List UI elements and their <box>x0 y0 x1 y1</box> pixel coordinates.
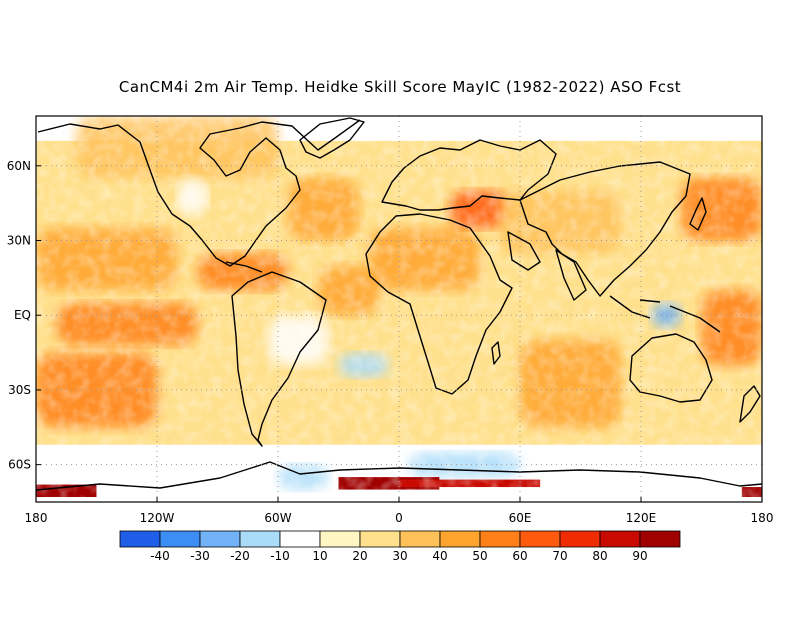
colorbar-swatch <box>319 530 361 548</box>
x-tick-label: 180 <box>751 511 774 525</box>
colorbar: -40 -30 -20 -10 10 20 30 40 50 60 70 80 90 <box>119 530 681 563</box>
y-tick-label: 30S <box>8 383 31 397</box>
map-axes: 180 120W 60W 0 60E 120E 180 60N 30N EQ 30S 60S <box>7 159 774 525</box>
colorbar-label: 10 <box>312 549 327 563</box>
colorbar-label: 50 <box>472 549 487 563</box>
y-tick-label: 60N <box>7 159 31 173</box>
colorbar-swatch <box>639 530 681 548</box>
colorbar-label: 60 <box>512 549 527 563</box>
new-zealand-coast <box>739 385 761 423</box>
colorbar-swatch <box>199 530 241 548</box>
north-america-coast <box>37 119 361 267</box>
y-tick-label: 60S <box>8 458 31 472</box>
cuba-coast <box>225 261 263 273</box>
colorbar-label: -30 <box>190 549 210 563</box>
coastlines <box>36 117 762 491</box>
x-tick-label: 180 <box>25 511 48 525</box>
x-tick-label: 0 <box>395 511 403 525</box>
x-tick-label: 120E <box>626 511 657 525</box>
colorbar-swatch <box>599 530 641 548</box>
texture-overlay <box>36 116 762 502</box>
colorbar-swatch <box>519 530 561 548</box>
colorbar-swatch <box>439 530 481 548</box>
colorbar-label: -10 <box>270 549 290 563</box>
colorbar-swatch <box>359 530 401 548</box>
indonesia-coast <box>609 295 721 333</box>
colorbar-label: 70 <box>552 549 567 563</box>
x-tick-label: 60E <box>509 511 532 525</box>
japan-coast <box>689 197 707 231</box>
africa-coast <box>365 213 513 395</box>
greenland-coast <box>299 117 365 159</box>
asia-coast <box>519 161 691 297</box>
y-tick-label: 30N <box>7 234 31 248</box>
madagascar-coast <box>491 341 501 365</box>
colorbar-swatch <box>239 530 281 548</box>
x-tick-label: 120W <box>140 511 175 525</box>
map-title: CanCM4i 2m Air Temp. Heidke Skill Score … <box>118 78 682 96</box>
colorbar-label: 80 <box>592 549 607 563</box>
colorbar-swatch <box>399 530 441 548</box>
colorbar-swatch <box>119 530 161 548</box>
colorbar-label: -40 <box>150 549 170 563</box>
colorbar-swatch <box>559 530 601 548</box>
colorbar-swatch <box>159 530 201 548</box>
antarctica-coast <box>36 461 762 491</box>
south-america-coast <box>231 271 327 447</box>
plot-area <box>36 116 762 502</box>
colorbar-swatch <box>479 530 521 548</box>
colorbar-label: 40 <box>432 549 447 563</box>
colorbar-label: 20 <box>352 549 367 563</box>
colorbar-label: 30 <box>392 549 407 563</box>
y-tick-label: EQ <box>14 308 31 322</box>
colorbar-label: 90 <box>632 549 647 563</box>
europe-coast <box>381 139 557 211</box>
graticule <box>36 116 762 502</box>
arabia-india-coast <box>507 231 587 301</box>
colorbar-label: -20 <box>230 549 250 563</box>
x-tick-label: 60W <box>264 511 291 525</box>
colorbar-swatch <box>279 530 321 548</box>
